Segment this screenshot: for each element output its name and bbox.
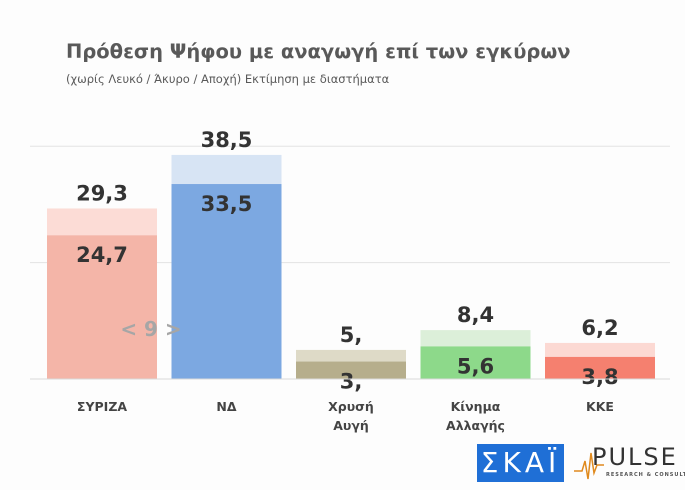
category-label: ΚΚΕ [586,399,614,414]
skai-logo: ΣΚΑΪ [477,444,564,482]
bar-low [296,361,406,379]
data-label-high: 6,2 [581,316,618,340]
bar-low [171,184,282,379]
data-label-high: 5, [340,323,363,347]
bar-low [545,356,655,379]
category-label: ΣΥΡΙΖΑ [77,399,127,414]
bar-high-range [47,208,157,236]
bar-high-range [545,342,655,357]
category-label: ΝΔ [216,399,236,414]
data-label-low: 24,7 [76,243,128,267]
category-label: Κίνημα [451,399,501,414]
data-label-low: 5,6 [457,354,494,378]
chart-title: Πρόθεση Ψήφου με αναγωγή επί των εγκύρων [66,40,571,63]
category-label: Αλλαγής [446,418,505,433]
bar-high-range [171,154,282,185]
bar-low [47,235,157,379]
category-label: Αυγή [333,418,369,433]
gap-annotation: < 9 > [120,317,181,341]
data-label-low: 3,8 [581,365,618,389]
pulse-logo: PULSE RESEARCH & CONSULTING [574,443,685,483]
data-label-high: 38,5 [201,128,253,152]
data-label-low: 3, [340,370,363,394]
data-label-high: 8,4 [457,303,494,327]
data-label-low: 33,5 [201,192,253,216]
bar-low [420,346,531,379]
data-label-high: 29,3 [76,181,128,205]
pulse-wave-icon [574,452,604,480]
bar-high-range [420,330,531,347]
category-label: Χρυσή [328,399,374,414]
chart-subtitle: (χωρίς Λευκό / Άκυρο / Αποχή) Εκτίμηση μ… [66,72,390,86]
bar-high-range [296,349,406,362]
